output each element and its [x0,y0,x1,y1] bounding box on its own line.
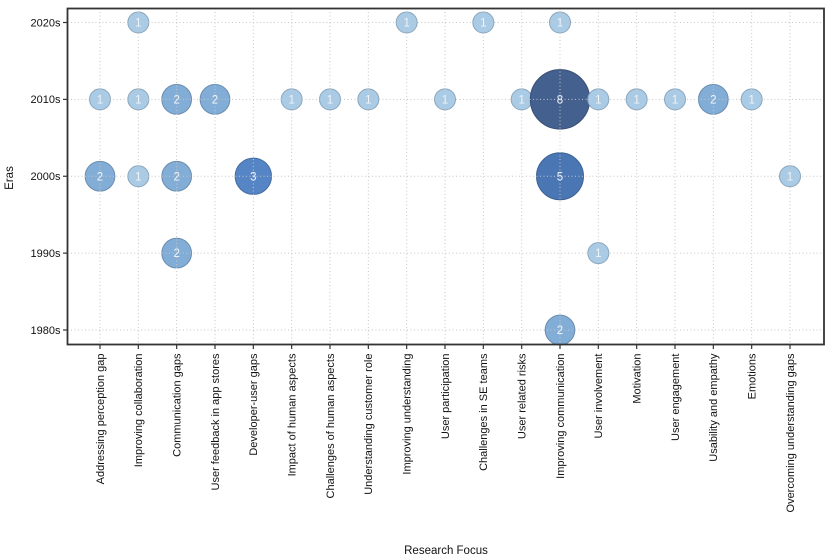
y-tick-label: 1990s [31,248,61,260]
bubble-count-label: 8 [557,94,563,106]
x-tick-label: Communication gaps [171,353,183,457]
x-tick-label: Addressing perception gap [95,354,107,485]
x-axis-title: Research Focus [404,545,488,557]
bubble-count-label: 2 [173,94,179,106]
x-tick-label: Improving collaboration [133,354,145,468]
axes-layer [63,7,825,349]
bubble-count-label: 3 [250,171,256,183]
bubble-count-label: 1 [442,94,448,106]
x-tick-label: User involvement [593,354,605,439]
bubble-count-label: 5 [557,171,563,183]
x-tick-label: Overcoming understanding gaps [785,353,797,512]
bubble [587,242,610,265]
bubble-count-label: 1 [480,18,486,30]
x-tick-label: User feedback in app stores [210,353,222,490]
bubble-count-label: 1 [97,94,103,106]
y-axis-title: Eras [4,166,16,190]
y-tick-label: 2020s [31,17,61,29]
bubble [664,88,686,111]
bubble [779,165,801,188]
bubble [740,88,763,111]
bubble-count-label: 1 [135,171,141,183]
bubble-count-label: 1 [748,94,754,106]
x-tick-label: Improving communication [555,354,567,479]
bubble-count-label: 1 [787,171,793,183]
bubble-count-label: 2 [212,94,218,106]
bubble-count-label: 1 [595,248,601,260]
bubble [625,88,648,111]
bubble-count-label: 1 [633,94,639,106]
bubble-count-label: 1 [365,94,371,106]
bubble-count-label: 1 [403,18,409,30]
gridlines-layer [67,8,824,345]
bubble-count-label: 1 [672,94,678,106]
x-tick-label: Developer-user gaps [248,353,260,456]
bubble [434,88,456,111]
x-tick-label: Understanding customer role [363,353,375,494]
x-tick-label: Usability and empathy [708,353,720,462]
x-tick-label: User engagement [670,354,682,441]
bubble-count-label: 1 [557,18,563,30]
x-tick-label: Motivation [631,354,643,404]
bubble-count-label: 1 [135,94,141,106]
x-tick-label: Impact of human aspects [286,353,298,476]
y-tick-label: 1980s [31,325,61,337]
tick-labels-layer: Addressing perception gap Improving colla… [31,17,797,512]
bubble-count-label: 1 [327,94,333,106]
y-tick-label: 2010s [31,94,61,106]
bubble [587,88,610,111]
bubble-count-label: 1 [595,94,601,106]
bubble-count-label: 1 [135,18,141,30]
bubbles-layer [84,11,801,346]
x-tick-label: Challenges in SE teams [478,353,490,471]
bubble-count-label: 2 [97,171,103,183]
bubble-count-label: 2 [173,171,179,183]
bubble-count-label: 1 [288,94,294,106]
x-tick-label: User participation [440,354,452,440]
x-tick-label: Emotions [746,353,758,399]
bubble-count-label: 2 [173,248,179,260]
x-tick-label: Improving understanding [401,354,413,475]
bubble-count-label: 1 [518,94,524,106]
x-tick-label: User related risks [516,353,528,439]
bubble-count-label: 2 [557,325,563,337]
x-tick-label: Challenges of human aspects [325,353,337,498]
y-tick-label: 2000s [31,171,61,183]
bubble [357,88,380,111]
bubble-count-label: 2 [710,94,716,106]
